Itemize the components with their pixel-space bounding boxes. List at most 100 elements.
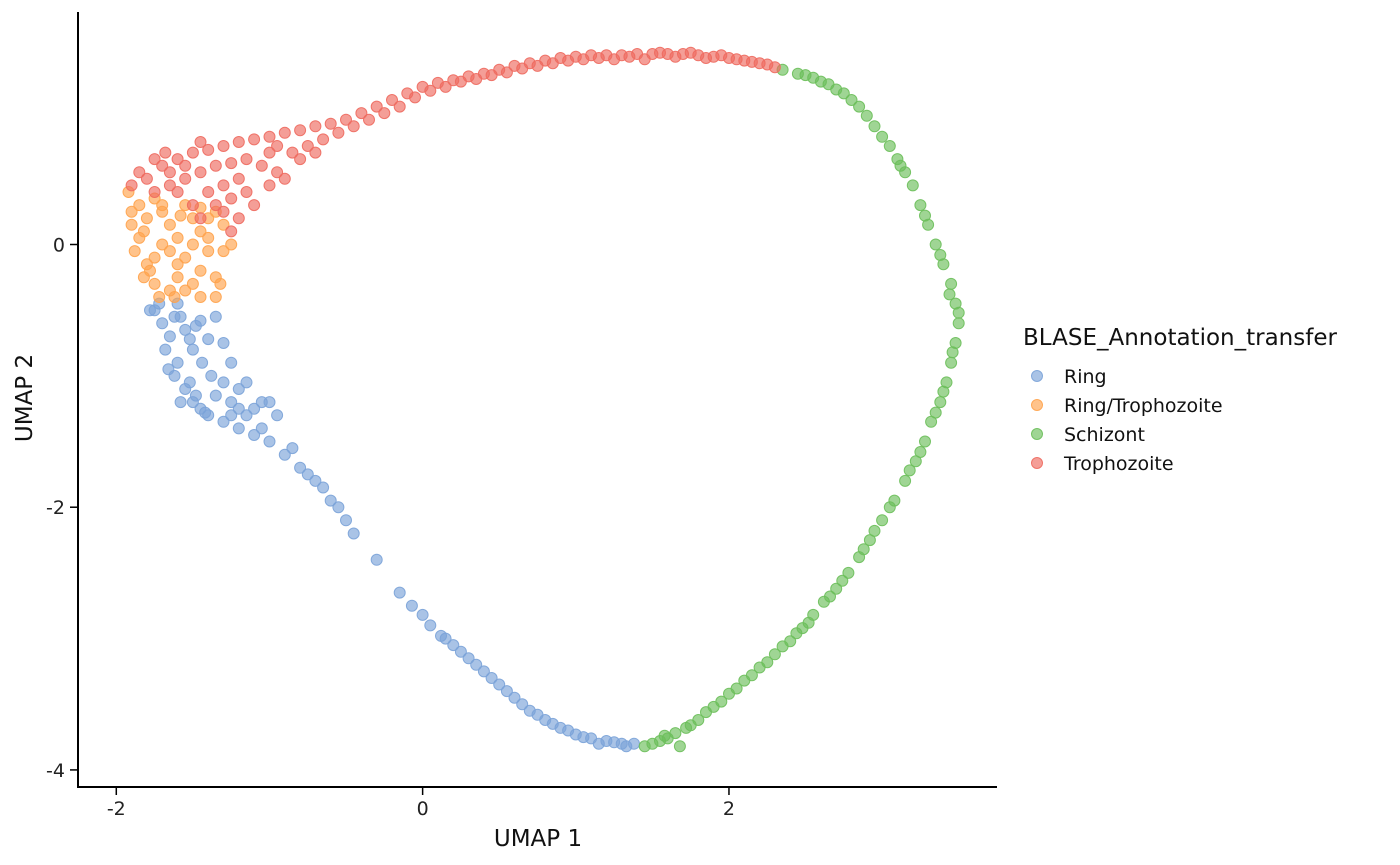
point-trophozoite (195, 167, 206, 178)
point-trophozoite (701, 53, 712, 64)
point-trophozoite (195, 137, 206, 148)
point-ring-trophozoite (175, 210, 186, 221)
point-trophozoite (624, 51, 635, 62)
point-schizont (915, 200, 926, 211)
point-schizont (659, 730, 670, 741)
point-trophozoite (318, 134, 329, 145)
point-ring-trophozoite (164, 219, 175, 230)
point-schizont (869, 525, 880, 536)
point-ring-trophozoite (145, 265, 156, 276)
point-schizont (869, 121, 880, 132)
legend: BLASE_Annotation_transfer RingRing/Troph… (1023, 325, 1337, 475)
point-schizont (953, 318, 964, 329)
point-trophozoite (455, 76, 466, 87)
point-ring (197, 357, 208, 368)
point-schizont (946, 357, 957, 368)
point-trophozoite (233, 213, 244, 224)
point-ring (287, 443, 298, 454)
point-schizont (837, 575, 848, 586)
point-ring (160, 344, 171, 355)
y-axis-ticks: -4-20 (46, 235, 78, 782)
point-schizont (938, 386, 949, 397)
point-ring (233, 384, 244, 395)
point-schizont (825, 591, 836, 602)
point-ring (264, 436, 275, 447)
point-ring (609, 737, 620, 748)
point-ring-trophozoite (138, 226, 149, 237)
point-trophozoite (440, 81, 451, 92)
point-ring-trophozoite (180, 285, 191, 296)
point-trophozoite (425, 85, 436, 96)
point-schizont (915, 447, 926, 458)
point-trophozoite (272, 141, 283, 152)
point-trophozoite (172, 187, 183, 198)
point-ring-trophozoite (172, 259, 183, 270)
point-trophozoite (218, 180, 229, 191)
point-schizont (944, 289, 955, 300)
point-ring (578, 732, 589, 743)
point-trophozoite (762, 59, 773, 70)
point-ring (184, 377, 195, 388)
point-ring (218, 338, 229, 349)
point-ring-trophozoite (215, 278, 226, 289)
point-trophozoite (295, 125, 306, 136)
point-trophozoite (655, 47, 666, 58)
point-ring (417, 609, 428, 620)
point-ring (210, 390, 221, 401)
point-schizont (930, 407, 941, 418)
point-schizont (731, 683, 742, 694)
point-trophozoite (578, 54, 589, 65)
point-trophozoite (256, 160, 267, 171)
point-ring (302, 469, 313, 480)
point-ring (206, 370, 217, 381)
point-trophozoite (187, 147, 198, 158)
point-trophozoite (249, 200, 260, 211)
point-ring-trophozoite (126, 206, 137, 217)
point-trophozoite (394, 101, 405, 112)
point-trophozoite (364, 114, 375, 125)
point-trophozoite (348, 121, 359, 132)
point-trophozoite (279, 173, 290, 184)
point-trophozoite (593, 53, 604, 64)
point-ring-trophozoite (169, 292, 180, 303)
point-schizont (935, 397, 946, 408)
point-ring-trophozoite (210, 292, 221, 303)
point-trophozoite (609, 54, 620, 65)
point-ring (195, 315, 206, 326)
point-schizont (904, 465, 915, 476)
point-trophozoite (379, 108, 390, 119)
point-schizont (946, 278, 957, 289)
legend-swatch-trophozoite (1032, 458, 1043, 469)
point-ring-trophozoite (226, 239, 237, 250)
point-schizont (884, 502, 895, 513)
legend-label-trophozoite: Trophozoite (1063, 453, 1174, 475)
point-ring (210, 311, 221, 322)
point-ring (218, 377, 229, 388)
point-trophozoite (333, 127, 344, 138)
point-schizont (777, 641, 788, 652)
point-ring (563, 725, 574, 736)
point-ring-trophozoite (195, 265, 206, 276)
point-trophozoite (249, 134, 260, 145)
point-trophozoite (547, 58, 558, 69)
point-schizont (920, 210, 931, 221)
point-trophozoite (310, 147, 321, 158)
point-ring (621, 741, 632, 752)
point-trophozoite (746, 56, 757, 67)
point-trophozoite (486, 70, 497, 81)
point-schizont (716, 696, 727, 707)
point-trophozoite (264, 131, 275, 142)
point-schizont (935, 250, 946, 261)
point-schizont (877, 131, 888, 142)
point-ring-trophozoite (126, 219, 137, 230)
point-ring (264, 397, 275, 408)
point-trophozoite (233, 137, 244, 148)
point-schizont (831, 84, 842, 95)
point-schizont (815, 76, 826, 87)
point-ring (256, 423, 267, 434)
point-schizont (861, 110, 872, 121)
point-schizont (930, 239, 941, 250)
point-ring (169, 311, 180, 322)
point-schizont (947, 347, 958, 358)
